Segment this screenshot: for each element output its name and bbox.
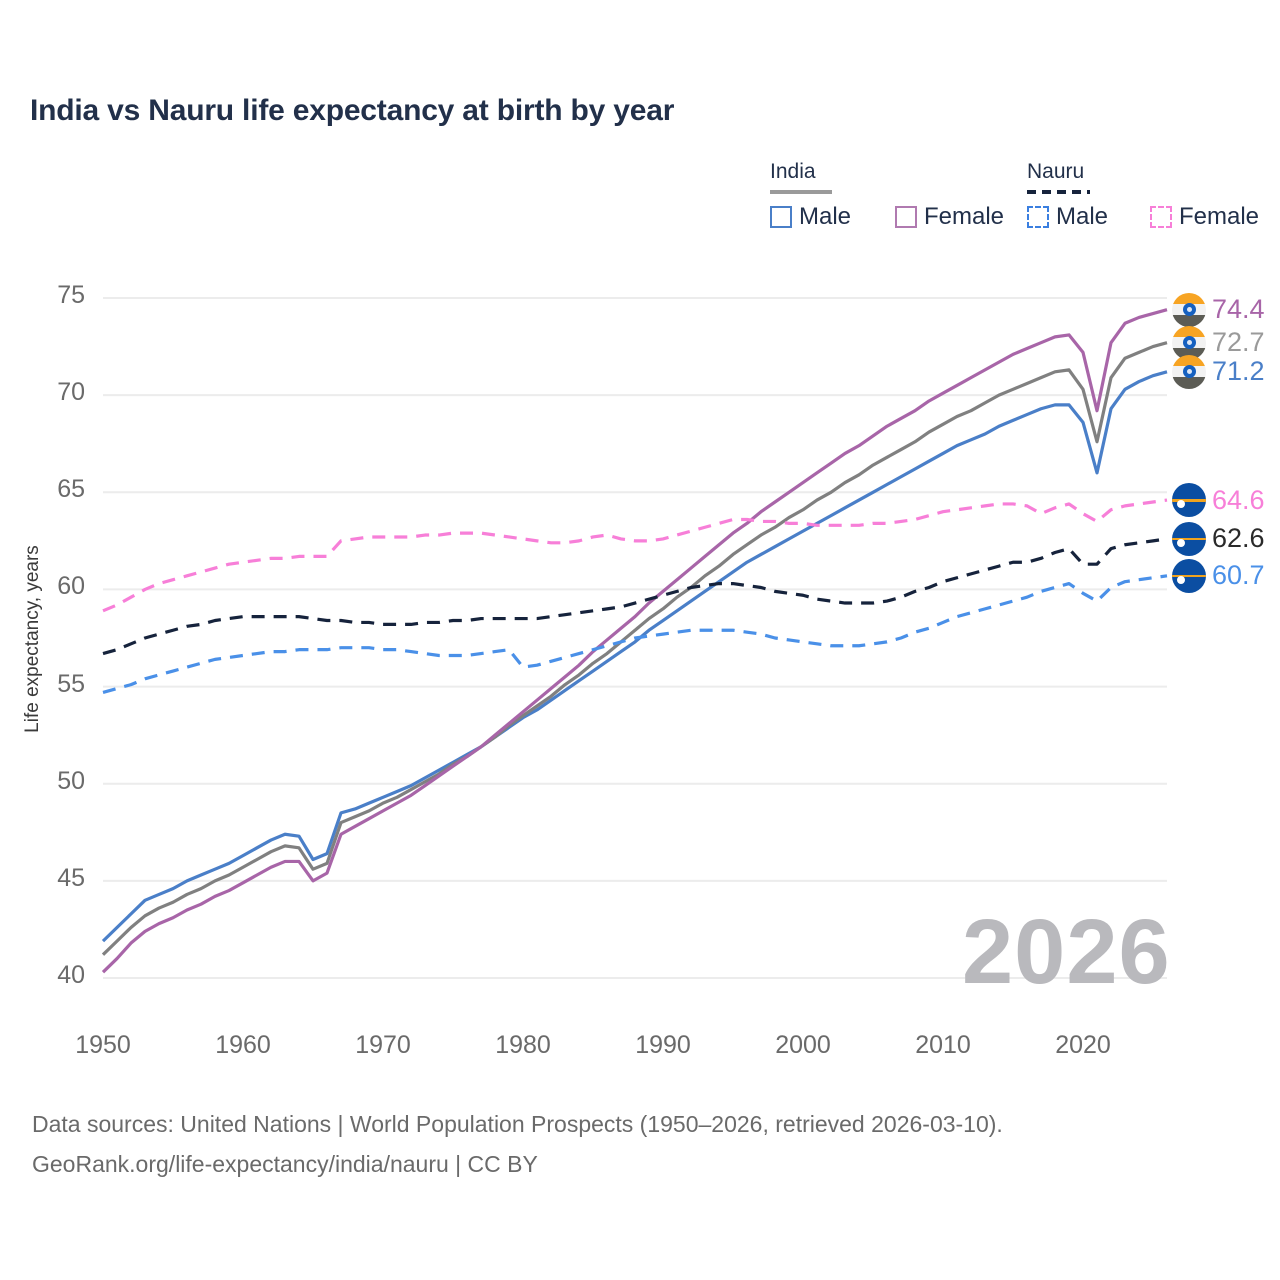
x-tick-label-2010: 2010 [915, 1031, 971, 1059]
x-tick-label-1950: 1950 [75, 1031, 131, 1059]
legend-swatch-icon-india-male [770, 206, 792, 228]
legend-label-nauru-male: Male [1056, 203, 1109, 230]
series-line-india-female[interactable] [101, 308, 1168, 974]
legend-swatch-icon-nauru-male [1027, 206, 1049, 228]
series-line-nauru-male[interactable] [102, 574, 1168, 694]
end-label-nauru-total: 62.6 [1172, 521, 1265, 556]
year-watermark: 2026 [962, 901, 1171, 1003]
end-value-india-male: 71.2 [1212, 356, 1265, 387]
series-lines [101, 308, 1168, 974]
series-line-nauru-female[interactable] [102, 498, 1168, 613]
end-value-nauru-female: 64.6 [1212, 484, 1265, 515]
x-tick-label-1960: 1960 [215, 1031, 271, 1059]
series-line-india-male[interactable] [101, 370, 1168, 943]
chart-legend: India Male Female Nauru Male Female [762, 160, 1262, 240]
x-tick-label-2020: 2020 [1055, 1031, 1111, 1059]
series-line-india-total[interactable] [101, 341, 1168, 956]
end-value-india-female: 74.4 [1212, 294, 1265, 325]
x-tick-label-1980: 1980 [495, 1031, 551, 1059]
y-tick-label-55: 55 [57, 669, 85, 698]
end-label-nauru-female: 64.6 [1172, 483, 1265, 518]
end-label-india-male: 71.2 [1172, 354, 1265, 389]
y-tick-label-50: 50 [57, 766, 85, 795]
page-title: India vs Nauru life expectancy at birth … [30, 94, 675, 127]
nauru-flag-icon [1172, 558, 1206, 593]
legend-group-india-title: India [770, 160, 816, 183]
end-value-nauru-total: 62.6 [1212, 523, 1265, 554]
x-tick-label-2000: 2000 [775, 1031, 831, 1059]
legend-item-nauru-female[interactable]: Female [1150, 203, 1259, 231]
legend-label-india-male: Male [799, 203, 852, 230]
y-tick-label-70: 70 [57, 378, 85, 407]
end-label-nauru-male: 60.7 [1172, 558, 1265, 593]
india-flag-icon [1172, 292, 1206, 327]
y-tick-label-65: 65 [57, 475, 85, 504]
end-label-india-female: 74.4 [1172, 292, 1265, 327]
legend-label-india-female: Female [924, 203, 1005, 230]
x-tick-label-1970: 1970 [355, 1031, 411, 1059]
x-tick-label-1990: 1990 [635, 1031, 691, 1059]
legend-item-india-female[interactable]: Female [895, 203, 1004, 231]
y-tick-label-60: 60 [57, 572, 85, 601]
india-flag-icon [1172, 354, 1206, 389]
legend-swatch-icon-india-female [895, 206, 917, 228]
nauru-flag-icon [1172, 483, 1206, 518]
y-tick-label-40: 40 [57, 961, 85, 989]
legend-group-india-rule [770, 190, 832, 194]
y-tick-label-75: 75 [57, 281, 85, 309]
end-value-nauru-male: 60.7 [1212, 560, 1265, 591]
footer-credits: Data sources: United Nations | World Pop… [32, 1104, 1003, 1184]
nauru-flag-icon [1172, 521, 1206, 556]
legend-swatch-icon-nauru-female [1150, 206, 1172, 228]
y-tick-label-45: 45 [57, 863, 85, 892]
legend-item-india-male[interactable]: Male [770, 203, 851, 231]
footer-line-2[interactable]: GeoRank.org/life-expectancy/india/nauru … [32, 1151, 538, 1177]
end-label-india-total: 72.7 [1172, 325, 1265, 360]
series-line-nauru-total[interactable] [102, 537, 1168, 656]
end-value-india-total: 72.7 [1212, 327, 1265, 358]
india-flag-icon [1172, 325, 1206, 360]
legend-item-nauru-male[interactable]: Male [1027, 203, 1108, 231]
legend-group-nauru-rule [1027, 190, 1090, 194]
legend-group-nauru-title: Nauru [1027, 160, 1085, 183]
legend-label-nauru-female: Female [1179, 203, 1260, 230]
footer-line-1: Data sources: United Nations | World Pop… [32, 1111, 1003, 1137]
gridlines [103, 297, 1167, 979]
